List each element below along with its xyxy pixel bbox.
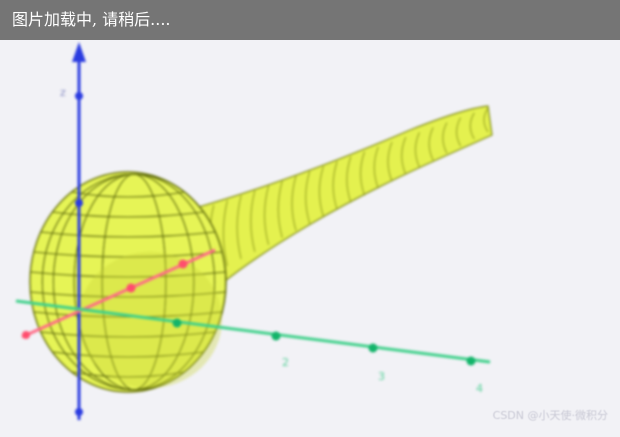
bulb-shadow (78, 252, 222, 388)
bulb-parallel (71, 191, 185, 198)
funnel-ring (414, 132, 420, 168)
funnel-ring (483, 107, 489, 133)
x-axis-tick (22, 331, 30, 339)
bulb-parallel (30, 271, 226, 278)
bulb-parallel (71, 371, 185, 378)
y-axis-tick (172, 318, 182, 328)
watermark: CSDN @小天使·微积分 (492, 409, 608, 422)
bulb-parallel (33, 311, 223, 318)
funnel-ring (401, 136, 407, 175)
bulb-parallel (52, 211, 204, 218)
y-axis: 2 3 4 (15, 299, 491, 395)
bulb-parallel (30, 291, 226, 298)
x-axis-tick (178, 259, 188, 269)
funnel-ring (360, 151, 365, 196)
funnel-shape (187, 105, 493, 286)
x-axis-tick (126, 283, 136, 293)
bulb-parallel (33, 251, 223, 258)
bulb-parallel (40, 331, 216, 338)
bulb-parallel (40, 231, 216, 238)
funnel-ring (442, 122, 448, 154)
funnel-ring (277, 180, 283, 238)
funnel-ring (305, 171, 311, 224)
funnel-mesh-lines (195, 107, 489, 281)
funnel-ring (456, 117, 461, 147)
x-axis (21, 248, 216, 339)
loading-banner: 图片加载中, 请稍后.... (0, 0, 620, 40)
bulb-mesh-lines (30, 173, 227, 391)
funnel-ring (387, 141, 393, 182)
surface-bulb (29, 171, 227, 393)
y-axis-tick-label: 2 (282, 356, 289, 369)
funnel-ring (223, 200, 228, 267)
y-axis-line (15, 299, 491, 364)
y-axis-tick-label: 3 (378, 370, 385, 383)
z-axis-tick (75, 92, 83, 100)
funnel-ring (373, 146, 379, 189)
z-axis-label: z (60, 86, 66, 99)
funnel-ring (250, 190, 256, 252)
bulb-meridian (101, 173, 167, 391)
funnel-ring (428, 127, 434, 161)
funnel-ring (332, 161, 338, 210)
y-axis-tick (271, 331, 281, 341)
funnel-ring (236, 195, 242, 259)
bulb-parallel (52, 351, 204, 358)
z-axis-tick (75, 408, 83, 416)
funnel-ring (469, 112, 475, 140)
y-axis-tick (368, 343, 378, 353)
z-axis-arrow (72, 42, 86, 62)
y-axis-tick (466, 356, 476, 366)
surface-funnel (187, 105, 493, 286)
funnel-ring (291, 175, 297, 231)
y-axis-tick-label: 4 (476, 382, 483, 395)
funnel-ring (264, 185, 270, 245)
z-axis: z (60, 42, 86, 420)
funnel-ring (318, 166, 324, 217)
z-axis-tick (75, 199, 83, 207)
funnel-ring (346, 156, 352, 203)
